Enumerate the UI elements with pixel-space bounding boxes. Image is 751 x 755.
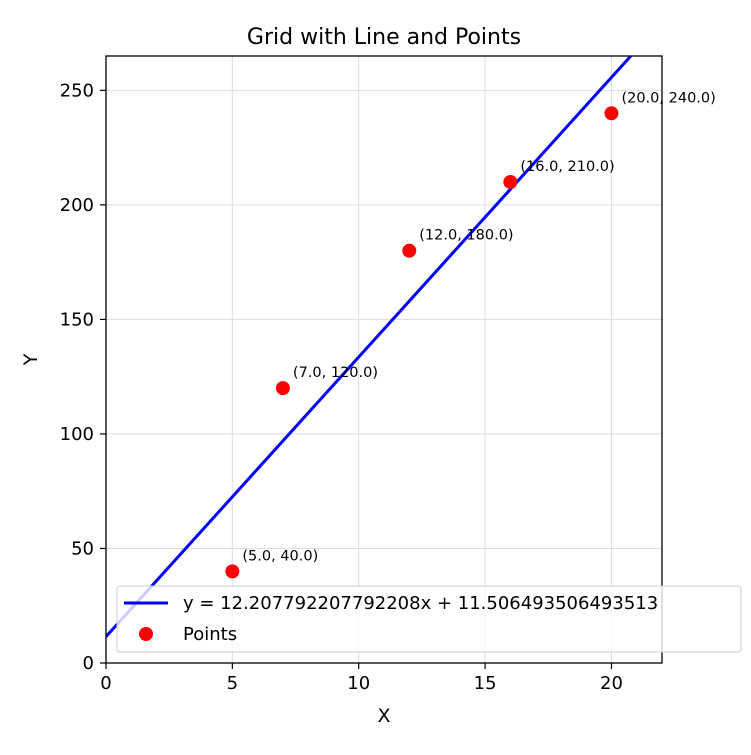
data-point [604, 106, 619, 121]
legend-line-label: y = 12.207792207792208x + 11.50649350649… [183, 593, 658, 614]
x-tick-label: 0 [100, 673, 111, 694]
y-tick-label: 200 [60, 195, 94, 216]
data-point [275, 381, 290, 396]
x-tick-label: 5 [227, 673, 238, 694]
data-point-label: (12.0, 180.0) [419, 228, 513, 244]
data-point [503, 174, 518, 189]
data-point-label: (5.0, 40.0) [242, 548, 318, 564]
chart-title: Grid with Line and Points [247, 25, 521, 50]
y-tick-label: 150 [60, 309, 94, 330]
y-tick-label: 0 [83, 653, 94, 674]
data-point [225, 564, 240, 579]
y-axis-label: Y [20, 353, 42, 366]
legend: y = 12.207792207792208x + 11.50649350649… [116, 585, 742, 653]
x-tick-label: 20 [600, 673, 623, 694]
grid-layer [105, 56, 662, 664]
legend-box [116, 585, 742, 653]
legend-point-swatch [139, 627, 153, 641]
plot-area [106, 56, 633, 638]
y-tick-label: 50 [71, 538, 94, 559]
x-axis-label: X [377, 705, 390, 727]
y-tick-label: 100 [60, 424, 94, 445]
y-tick-label: 250 [60, 80, 94, 101]
legend-point-label: Points [183, 624, 237, 645]
data-point-label: (7.0, 120.0) [293, 365, 378, 381]
plot-frame [105, 55, 663, 664]
regression-line [106, 56, 633, 638]
x-tick-label: 10 [347, 673, 370, 694]
point-labels-layer: (5.0, 40.0) (7.0, 120.0) (12.0, 180.0) (16.… [242, 90, 715, 564]
data-point-label: (20.0, 240.0) [621, 90, 715, 106]
data-point-label: (16.0, 210.0) [520, 159, 614, 175]
data-point [402, 243, 417, 258]
x-tick-label: 15 [474, 673, 497, 694]
